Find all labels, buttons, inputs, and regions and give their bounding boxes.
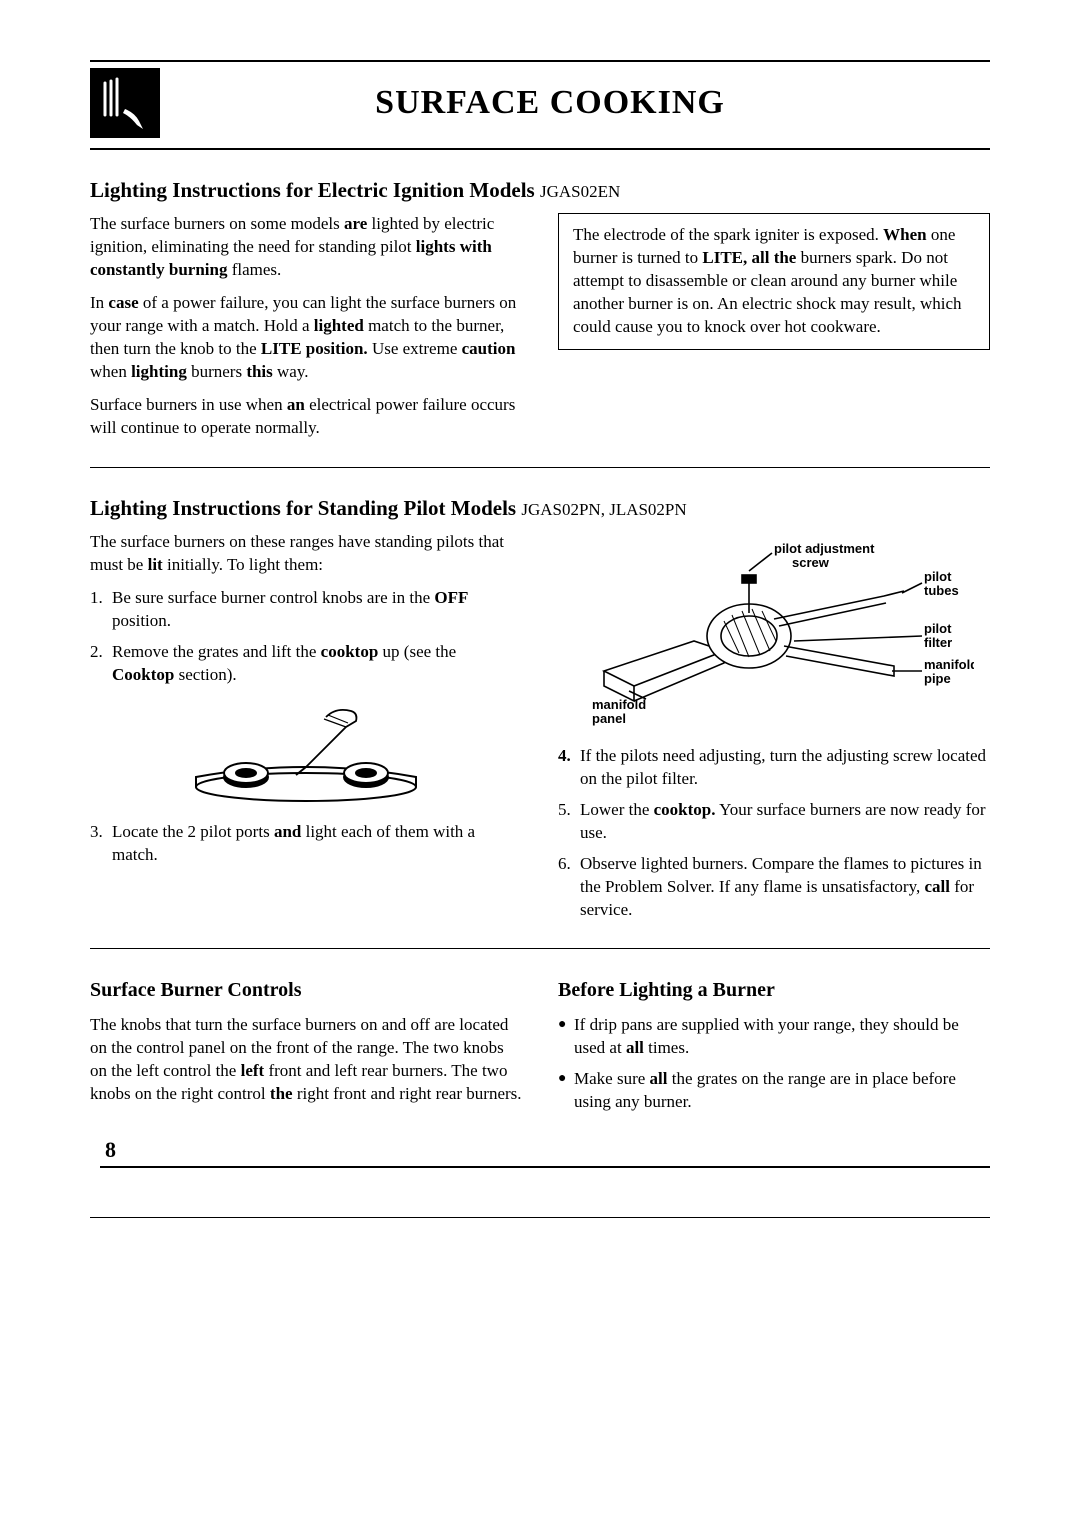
- warning-box: The electrode of the spark igniter is ex…: [558, 213, 990, 350]
- section2-heading-text: Lighting Instructions for Standing Pilot…: [90, 496, 516, 520]
- step-2: 2. Remove the grates and lift the cookto…: [90, 641, 522, 687]
- svg-text:pilot adjustment: pilot adjustment: [774, 541, 875, 556]
- section4: Before Lighting a Burner ● If drip pans …: [558, 949, 990, 1122]
- step-3: 3. Locate the 2 pilot ports and light ea…: [90, 821, 522, 867]
- section1-body: The surface burners on some models are l…: [90, 213, 990, 449]
- section2-body: The surface burners on these ranges have…: [90, 531, 990, 930]
- svg-text:filter: filter: [924, 635, 952, 650]
- section34-row: Surface Burner Controls The knobs that t…: [90, 949, 990, 1122]
- s3-p: The knobs that turn the surface burners …: [90, 1014, 522, 1106]
- section2-models: JGAS02PN, JLAS02PN: [521, 500, 686, 519]
- section4-heading: Before Lighting a Burner: [558, 977, 990, 1004]
- svg-text:pipe: pipe: [924, 671, 951, 686]
- svg-text:pilot: pilot: [924, 621, 952, 636]
- bullet-2: ● Make sure all the grates on the range …: [558, 1068, 990, 1114]
- section2-right: pilot adjustment screw pilot tubes pilot…: [558, 531, 990, 930]
- section1-left: The surface burners on some models are l…: [90, 213, 522, 449]
- section3-heading: Surface Burner Controls: [90, 977, 522, 1004]
- section1-heading-text: Lighting Instructions for Electric Ignit…: [90, 178, 535, 202]
- page-title: SURFACE COOKING: [180, 84, 990, 122]
- svg-text:screw: screw: [792, 555, 830, 570]
- step-4: 4. If the pilots need adjusting, turn th…: [558, 745, 990, 791]
- section2-heading: Lighting Instructions for Standing Pilot…: [90, 496, 990, 521]
- section1-right: The electrode of the spark igniter is ex…: [558, 213, 990, 449]
- step-5: 5. Lower the cooktop. Your surface burne…: [558, 799, 990, 845]
- bottom-rule: [100, 1166, 990, 1168]
- svg-text:manifold: manifold: [592, 697, 646, 712]
- section-icon: [90, 68, 160, 138]
- s1-p2: In case of a power failure, you can ligh…: [90, 292, 522, 384]
- page-number: 8: [105, 1137, 116, 1163]
- section3: Surface Burner Controls The knobs that t…: [90, 949, 522, 1122]
- step-6: 6. Observe lighted burners. Compare the …: [558, 853, 990, 922]
- cooktop-diagram: [176, 697, 436, 807]
- step-1: 1. Be sure surface burner control knobs …: [90, 587, 522, 633]
- bullet-1: ● If drip pans are supplied with your ra…: [558, 1014, 990, 1060]
- section1-heading: Lighting Instructions for Electric Ignit…: [90, 178, 990, 203]
- s1-p3: Surface burners in use when an electrica…: [90, 394, 522, 440]
- svg-text:manifold: manifold: [924, 657, 974, 672]
- s2-intro: The surface burners on these ranges have…: [90, 531, 522, 577]
- section2-left: The surface burners on these ranges have…: [90, 531, 522, 930]
- page-header: SURFACE COOKING: [90, 68, 990, 138]
- section1-bottom-rule: [90, 467, 990, 468]
- svg-text:pilot: pilot: [924, 569, 952, 584]
- footer-rule: [90, 1217, 990, 1218]
- svg-text:panel: panel: [592, 711, 626, 726]
- pilot-assembly-diagram: pilot adjustment screw pilot tubes pilot…: [574, 541, 974, 731]
- top-rule: [90, 60, 990, 62]
- svg-text:tubes: tubes: [924, 583, 959, 598]
- header-bottom-rule: [90, 148, 990, 150]
- section1-models: JGAS02EN: [540, 182, 620, 201]
- s1-p1: The surface burners on some models are l…: [90, 213, 522, 282]
